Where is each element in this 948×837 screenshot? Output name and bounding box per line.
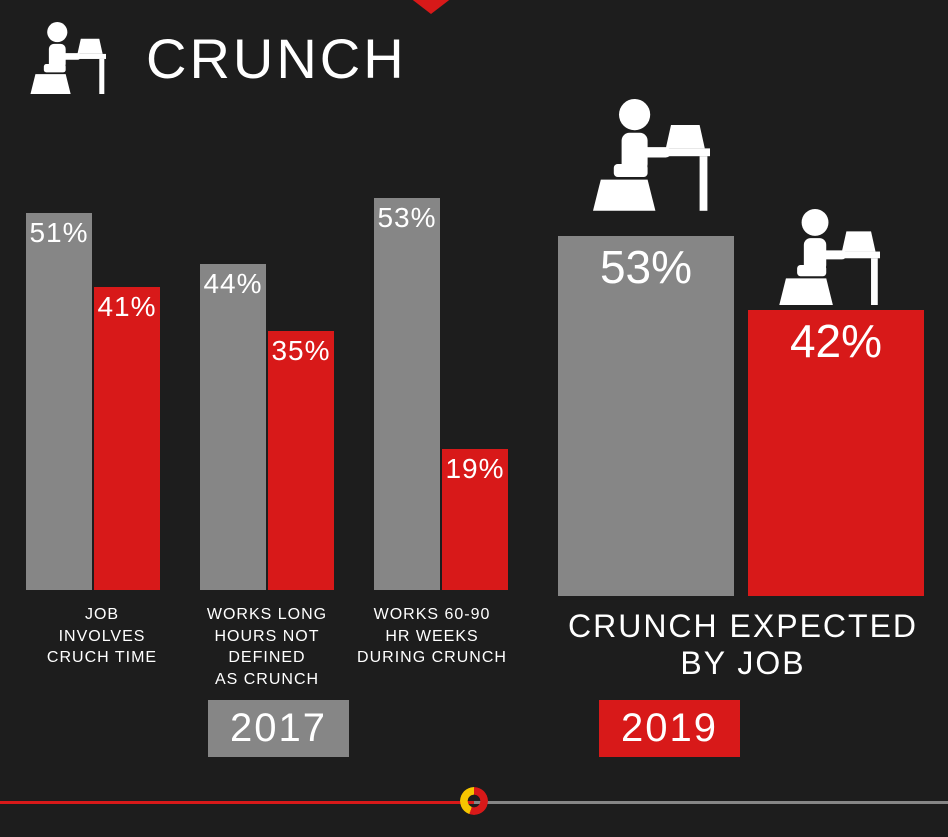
legend-chip: 2019 bbox=[599, 700, 740, 757]
header: CRUNCH bbox=[22, 22, 407, 94]
bar: 19% bbox=[442, 449, 508, 590]
bar: 53% bbox=[558, 236, 734, 596]
right-desk-icons bbox=[558, 78, 928, 216]
bar-x-label: WORKS 60-90 HR WEEKS DURING CRUNCH bbox=[352, 604, 512, 690]
legend-chip: 2017 bbox=[208, 700, 349, 757]
section-title: CRUNCH bbox=[146, 26, 407, 91]
bar: 35% bbox=[268, 331, 334, 590]
bar-group: 53% 19% bbox=[374, 198, 508, 590]
bar: 42% bbox=[748, 310, 924, 596]
person-at-desk-icon bbox=[22, 22, 106, 94]
right-block-title: CRUNCH EXPECTED BY JOB bbox=[558, 608, 928, 682]
year-legend: 2017 2019 bbox=[0, 700, 948, 757]
bar-group: 51% 41% bbox=[26, 213, 160, 590]
bar-value-label: 53% bbox=[374, 198, 440, 234]
bar-x-labels: JOB INVOLVES CRUCH TIMEWORKS LONG HOURS … bbox=[22, 604, 512, 690]
person-at-desk-icon bbox=[580, 99, 710, 216]
bar-value-label: 19% bbox=[442, 449, 508, 485]
crunch-expected-block: 53%42% CRUNCH EXPECTED BY JOB bbox=[558, 78, 928, 682]
bar-value-label: 44% bbox=[200, 264, 266, 300]
bar-x-label: JOB INVOLVES CRUCH TIME bbox=[22, 604, 182, 690]
divider-line-left bbox=[0, 801, 474, 804]
section-divider bbox=[0, 787, 948, 817]
bar-groups: 51% 41% 44%35% 53% 19% bbox=[22, 160, 512, 590]
bar-value-label: 35% bbox=[268, 331, 334, 367]
top-chevron-icon bbox=[405, 0, 457, 14]
bar: 53% bbox=[374, 198, 440, 590]
bar-value-label: 42% bbox=[748, 310, 924, 368]
bar: 44% bbox=[200, 264, 266, 590]
bar: 51% bbox=[26, 213, 92, 590]
crunch-2017-bar-chart: 51% 41% 44%35% 53% 19% JOB INVOLVES CRUCH TI… bbox=[22, 160, 512, 690]
bar-x-label: WORKS LONG HOURS NOT DEFINED AS CRUNCH bbox=[187, 604, 347, 690]
bar-value-label: 51% bbox=[26, 213, 92, 249]
bar-value-label: 53% bbox=[558, 236, 734, 294]
divider-line-right bbox=[474, 801, 948, 804]
right-bars: 53%42% bbox=[558, 216, 928, 596]
divider-donut-icon bbox=[460, 787, 488, 815]
bar-value-label: 41% bbox=[94, 287, 160, 323]
bar: 41% bbox=[94, 287, 160, 590]
bar-group: 44%35% bbox=[200, 264, 334, 590]
